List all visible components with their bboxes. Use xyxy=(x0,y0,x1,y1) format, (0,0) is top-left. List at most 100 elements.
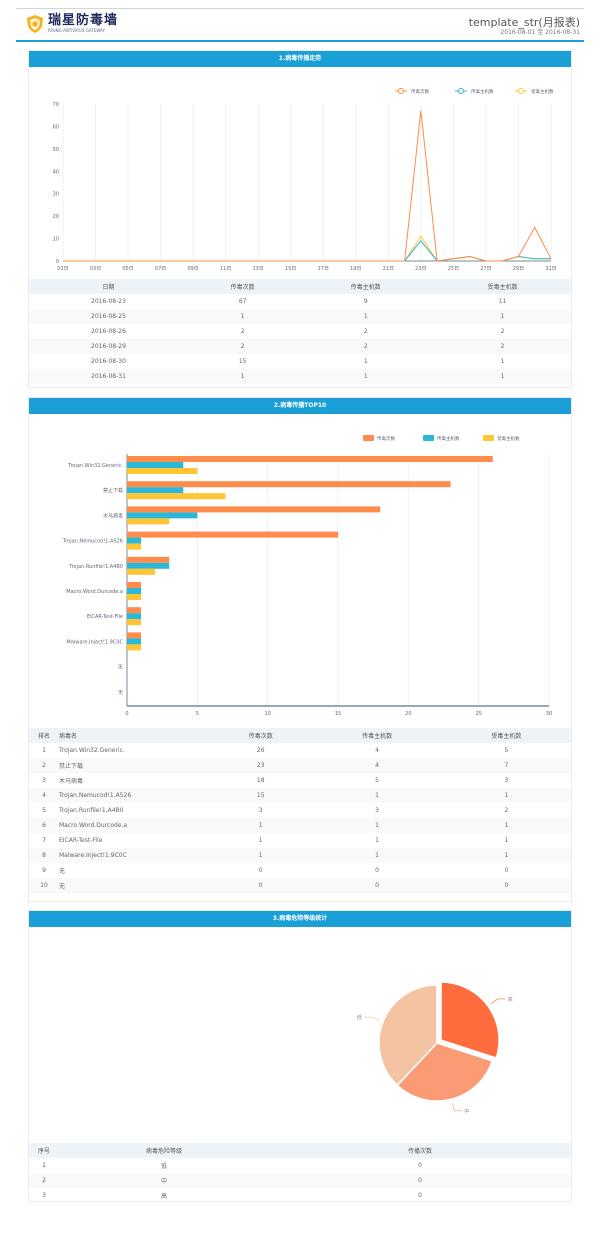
table-cell: 3 xyxy=(42,777,46,784)
table-row: 2016-08-31 1 1 1 xyxy=(29,369,571,384)
x-tick-label: 09日 xyxy=(187,266,198,272)
top10-table: 排名 病毒名 传毒次数 传毒主机数 受毒主机数 1 Trojan.Win32.Ge… xyxy=(29,728,571,893)
column-header: 病毒名 xyxy=(59,728,209,743)
bar xyxy=(127,594,142,600)
logo-name: 瑞星防毒墙 xyxy=(48,13,119,28)
pie-label: 高 xyxy=(508,996,513,1003)
table-cell: 1 xyxy=(504,837,509,844)
pie-leader-line xyxy=(363,1016,380,1021)
table-cell: 1 xyxy=(441,788,571,803)
table-cell: 1 xyxy=(312,818,442,833)
table-cell: 0 xyxy=(269,1173,571,1188)
y-tick-label: 20 xyxy=(53,214,59,220)
column-header: 序号 xyxy=(29,1143,59,1158)
y-tick-label: 50 xyxy=(53,147,59,153)
table-header-row: 序号 病毒危险等级 传播次数 xyxy=(29,1143,571,1158)
bar xyxy=(127,531,338,538)
table-cell: 4 xyxy=(29,788,59,803)
table-cell: 0 xyxy=(375,867,379,874)
table-cell: 1 xyxy=(441,818,571,833)
trend-table: 日期 传毒次数 传毒主机数 受毒主机数 2016-08-23 67 9 11 2016-… xyxy=(29,279,571,384)
table-cell: 3 xyxy=(258,807,263,814)
legend-item: 传毒次数 xyxy=(363,435,395,442)
y-tick-label: 0 xyxy=(56,259,59,265)
legend-swatch xyxy=(483,435,494,441)
y-tick-label: 70 xyxy=(53,102,59,108)
x-tick-label: 20 xyxy=(405,711,411,717)
x-tick-label: 03日 xyxy=(90,266,101,272)
table-cell: EICAR-Test-File xyxy=(59,837,103,844)
x-tick-label: 05日 xyxy=(122,266,133,272)
table-cell: 2016-08-25 xyxy=(29,309,188,324)
x-tick-label: 25日 xyxy=(448,266,459,272)
shield-logo-icon xyxy=(27,15,43,33)
pie-leader-line xyxy=(452,1102,463,1112)
table-cell: 2 xyxy=(240,328,245,335)
column-header: 受毒主机数 xyxy=(441,728,571,743)
x-tick-label: 29日 xyxy=(513,266,524,272)
legend-marker xyxy=(458,88,464,94)
table-row: 1 低 0 xyxy=(29,1158,571,1173)
pie-label: 低 xyxy=(357,1014,362,1021)
table-cell: 23 xyxy=(209,758,313,773)
table-row: 4 Trojan.Nemucod!1.A526 15 1 1 xyxy=(29,788,571,803)
table-header-row: 排名 病毒名 传毒次数 传毒主机数 受毒主机数 xyxy=(29,728,571,743)
virus-risk-pie-chart: 高中 低 xyxy=(357,981,513,1115)
pie-leader-line xyxy=(490,998,506,1004)
x-tick-label: 23日 xyxy=(415,266,426,272)
legend-label: 受毒主机数 xyxy=(497,435,520,442)
table-cell: 2016-08-31 xyxy=(29,369,188,384)
column-header: 传播次数 xyxy=(269,1143,571,1158)
table-cell: 8 xyxy=(29,848,59,863)
table-row: 10 无 0 0 0 xyxy=(29,878,571,893)
table-cell: 3 xyxy=(504,777,509,784)
table-cell: 18 xyxy=(256,777,265,784)
y-tick-label: 40 xyxy=(53,169,59,175)
table-cell: 15 xyxy=(238,358,247,365)
table-cell: 0 xyxy=(209,878,313,893)
series-line xyxy=(63,110,552,262)
table-cell: Trojan.Win32.Generic. xyxy=(59,747,125,754)
category-label: Trojan.Nemucod!1.A526 xyxy=(62,539,123,545)
x-tick-label: 11日 xyxy=(220,266,231,272)
pie-label: 中 xyxy=(464,1108,469,1115)
pie-slice xyxy=(440,981,500,1059)
table-cell: 1 xyxy=(209,818,313,833)
section-virus-top10: 2.病毒传播TOP10 传毒次数 传毒主机数 受毒主机数 0 5 10 15 20 25 30 Tr… xyxy=(28,397,572,902)
table-cell: 67 xyxy=(238,298,247,305)
table-row: 2016-08-29 2 2 2 xyxy=(29,339,571,354)
table-cell: 15 xyxy=(209,788,313,803)
table-cell: 2 xyxy=(504,807,509,814)
table-cell: 3 xyxy=(42,1192,46,1199)
table-cell: 3 xyxy=(375,807,379,814)
table-cell: 1 xyxy=(297,369,435,384)
pie-slice xyxy=(378,984,438,1087)
table-cell: 1 xyxy=(312,848,442,863)
table-cell: 1 xyxy=(500,358,505,365)
bar xyxy=(127,613,142,620)
table-cell: 9 xyxy=(42,867,46,874)
column-header: 传毒次数 xyxy=(187,279,298,294)
table-cell: 0 xyxy=(441,878,571,893)
bar xyxy=(127,456,493,462)
table-row: 3 木马病毒 18 5 3 xyxy=(29,773,571,788)
column-header: 日期 xyxy=(29,279,188,294)
table-row: 2016-08-23 67 9 11 xyxy=(29,294,571,309)
legend-label: 受毒主机数 xyxy=(531,88,554,95)
table-header-row: 日期 传毒次数 传毒主机数 受毒主机数 xyxy=(29,279,571,294)
legend-swatch xyxy=(363,435,374,441)
table-cell: 1 xyxy=(363,358,368,365)
column-header: 传毒主机数 xyxy=(297,279,435,294)
column-header: 排名 xyxy=(29,728,59,743)
bar xyxy=(127,638,142,645)
table-cell: 1 xyxy=(312,788,442,803)
legend-label: 传毒次数 xyxy=(411,88,429,95)
column-header: 传毒主机数 xyxy=(312,728,442,743)
x-tick-label: 15日 xyxy=(285,266,296,272)
y-tick-label: 10 xyxy=(53,237,59,243)
table-row: 7 EICAR-Test-File 1 1 1 xyxy=(29,833,571,848)
section-title: 1.病毒传播走势 xyxy=(29,51,571,67)
table-cell: 0 xyxy=(504,867,509,874)
